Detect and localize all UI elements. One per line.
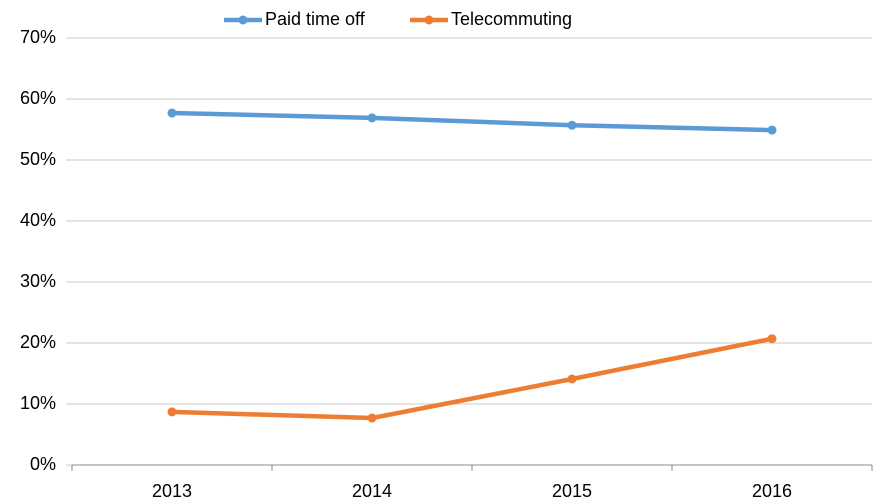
series-line — [171, 336, 773, 421]
x-tick-label: 2016 — [752, 481, 792, 501]
y-tick-label: 70% — [20, 27, 56, 47]
x-tick-label: 2015 — [552, 481, 592, 501]
data-point — [367, 113, 377, 123]
data-point — [567, 374, 577, 384]
legend-label: Paid time off — [265, 9, 366, 29]
y-tick-label: 30% — [20, 271, 56, 291]
legend-marker — [238, 15, 248, 25]
legend-label: Telecommuting — [451, 9, 572, 29]
data-point — [367, 413, 377, 423]
y-tick-label: 50% — [20, 149, 56, 169]
series-line — [171, 110, 773, 133]
data-point — [167, 108, 177, 118]
y-tick-label: 20% — [20, 332, 56, 352]
legend-marker — [424, 15, 434, 25]
data-point — [567, 120, 577, 130]
y-tick-label: 60% — [20, 88, 56, 108]
data-point — [767, 125, 777, 135]
data-point — [167, 407, 177, 417]
y-tick-label: 40% — [20, 210, 56, 230]
x-tick-label: 2013 — [152, 481, 192, 501]
x-tick-label: 2014 — [352, 481, 392, 501]
y-tick-label: 10% — [20, 393, 56, 413]
data-point — [767, 334, 777, 344]
y-tick-label: 0% — [30, 454, 56, 474]
